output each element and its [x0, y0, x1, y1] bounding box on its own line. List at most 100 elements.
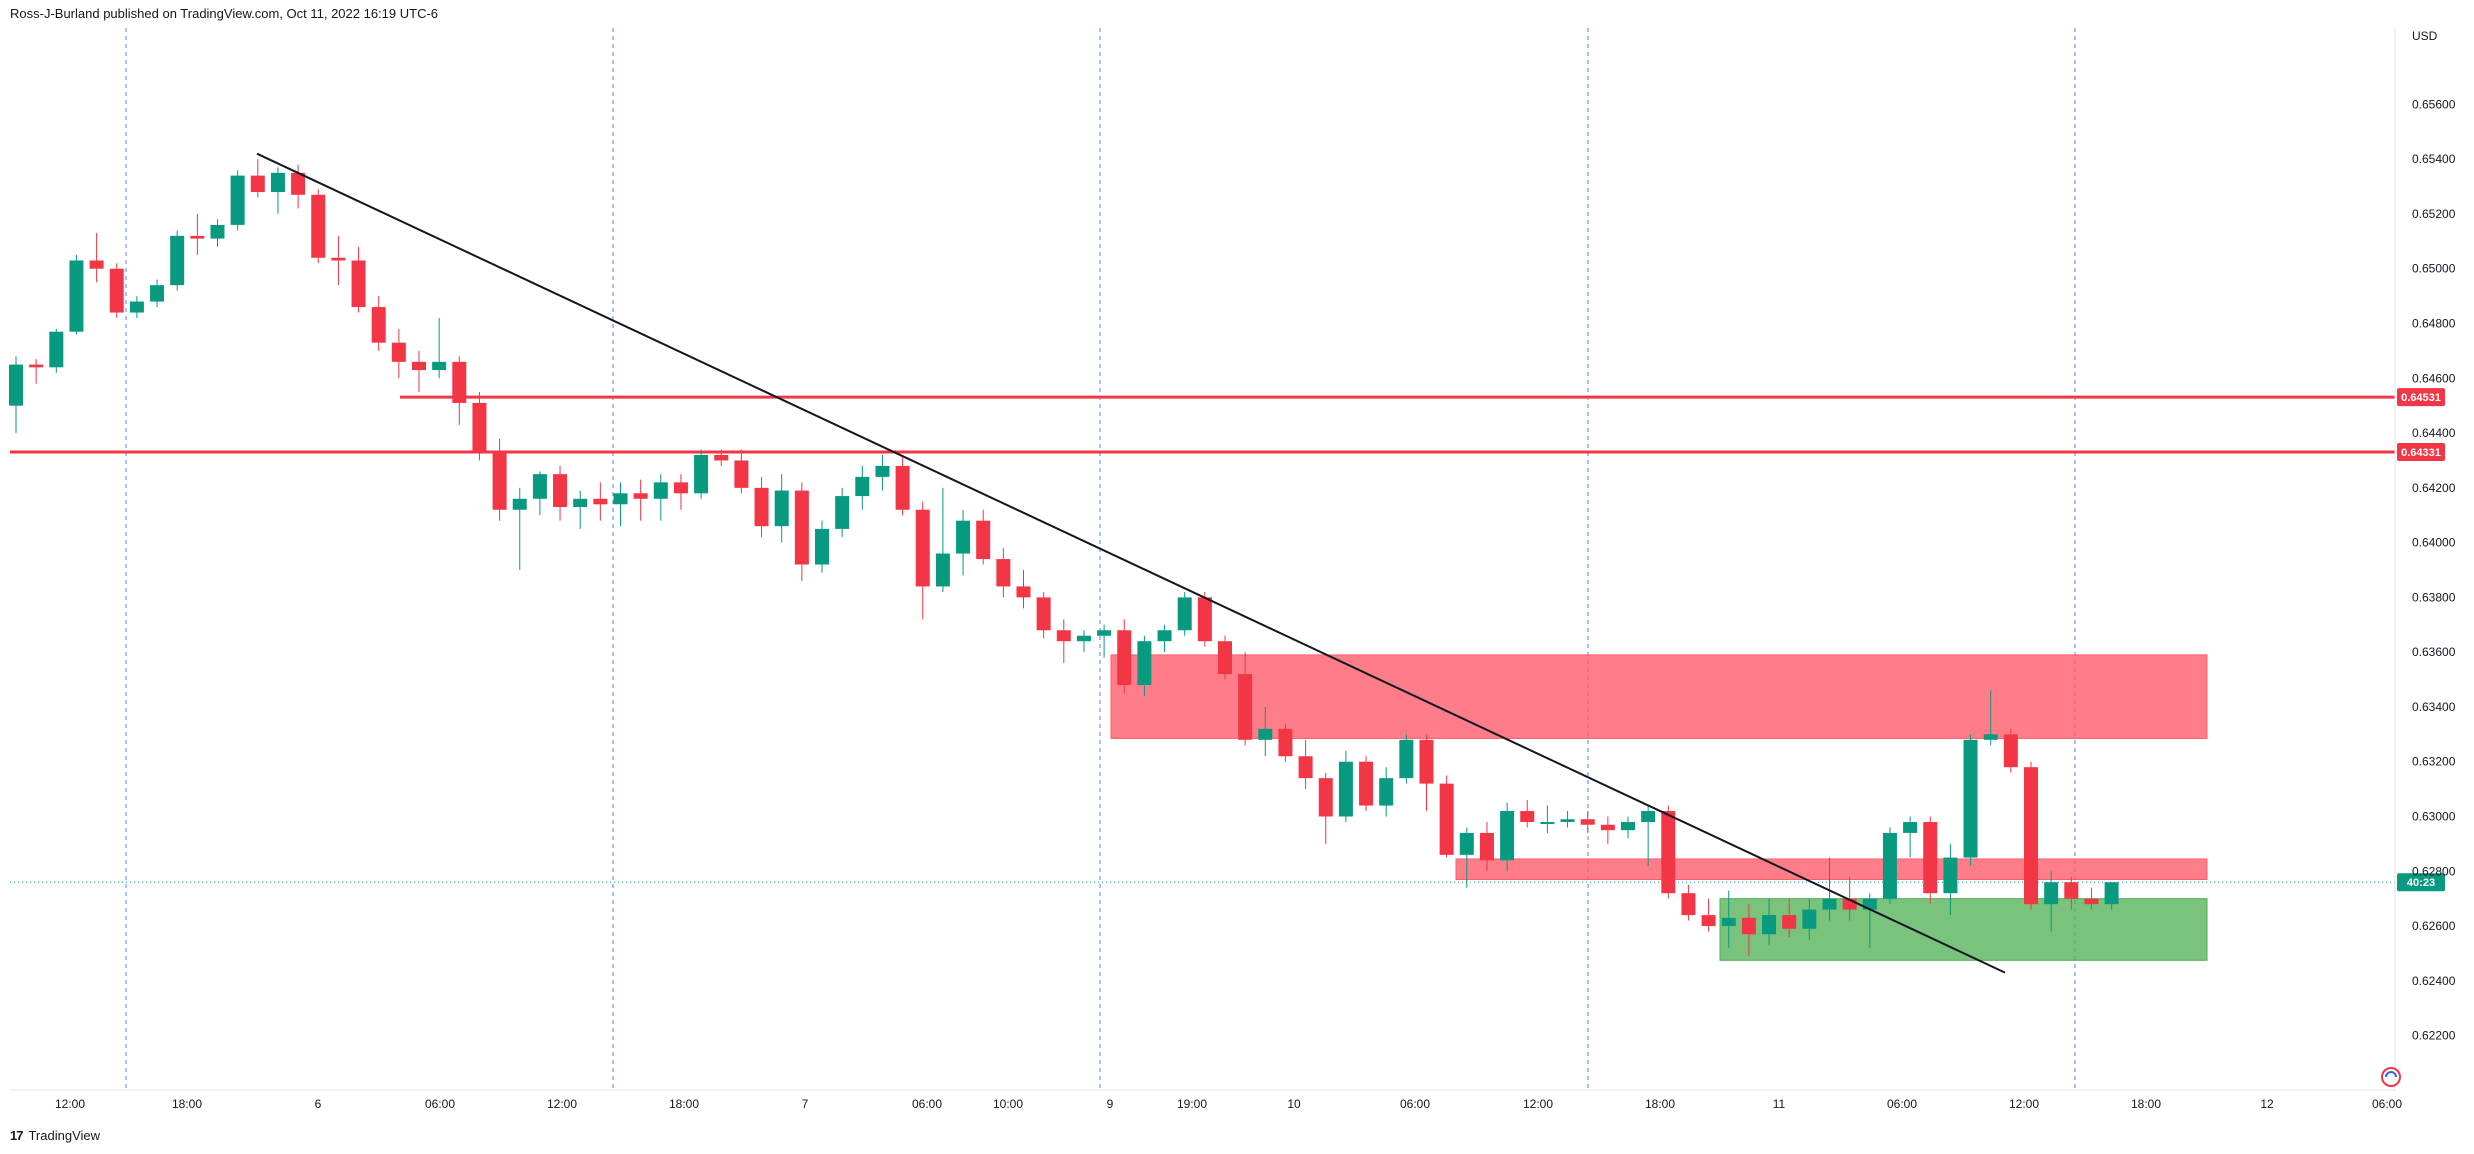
candle: [1560, 811, 1575, 828]
candle: [1641, 805, 1656, 866]
candle: [1882, 827, 1897, 905]
current-price-countdown: 40:23: [2407, 877, 2435, 889]
x-tick-label: 06:00: [1887, 1097, 1917, 1111]
x-tick-label: 06:00: [912, 1097, 942, 1111]
supply-zone: [1110, 654, 2208, 739]
candle: [1359, 756, 1374, 812]
candle: [1157, 624, 1172, 653]
candle-body: [1701, 915, 1716, 927]
candle-body: [371, 307, 386, 343]
resistance-zone: [1455, 858, 2208, 880]
candle-body: [291, 172, 306, 195]
x-tick-label: 12:00: [2009, 1097, 2039, 1111]
candle: [895, 454, 910, 516]
candle: [1701, 898, 1716, 932]
candle-body: [1983, 734, 1998, 740]
candle-body: [2003, 734, 2018, 768]
horizontal-levels[interactable]: [10, 395, 2395, 883]
x-tick-label: 19:00: [1177, 1097, 1207, 1111]
candle-body: [29, 364, 44, 368]
candle: [1943, 843, 1958, 916]
candle: [1177, 591, 1192, 636]
candle-body: [532, 474, 547, 499]
candle-body: [915, 509, 930, 587]
candles: [9, 159, 2119, 957]
candle: [2024, 761, 2038, 910]
candle-body: [1278, 728, 1293, 757]
candle-body: [613, 493, 628, 505]
y-tick-label: 0.65200: [2412, 207, 2456, 221]
candle-body: [1540, 821, 1555, 824]
candle-body: [855, 476, 870, 497]
trendline[interactable]: [256, 152, 2006, 974]
candle: [432, 318, 447, 379]
candle-body: [633, 493, 648, 499]
candle-body: [452, 361, 467, 403]
chart-settings-icon[interactable]: [2381, 1067, 2401, 1087]
candle: [774, 474, 789, 543]
session-lines: [125, 28, 2076, 1090]
candle-body: [1782, 915, 1797, 929]
candle-body: [351, 260, 366, 308]
candle: [1338, 750, 1353, 822]
candle: [1681, 884, 1696, 921]
candle: [976, 509, 991, 565]
candle-body: [1197, 597, 1212, 642]
candle-body: [69, 260, 84, 332]
candle: [1983, 690, 1998, 746]
tradingview-logo[interactable]: 17 TradingView: [10, 1128, 100, 1143]
candle-body: [492, 452, 507, 510]
candle: [270, 167, 285, 214]
candle-body: [1721, 917, 1736, 927]
zones: [1110, 654, 2208, 961]
candle-body: [673, 482, 688, 494]
candle-body: [2024, 767, 2038, 905]
y-tick-label: 0.63800: [2412, 590, 2456, 604]
candle-body: [1177, 597, 1192, 631]
candle-body: [815, 528, 829, 565]
candle-body: [1157, 630, 1172, 642]
candle: [694, 449, 709, 499]
candle: [1419, 734, 1434, 812]
candle-body: [170, 235, 185, 286]
candle: [1439, 775, 1454, 858]
candle-body: [1258, 728, 1273, 740]
candle-body: [1762, 915, 1777, 935]
candle: [230, 170, 245, 231]
y-tick-label: 0.62200: [2412, 1029, 2456, 1043]
candle-body: [1419, 739, 1434, 784]
y-tick-label: 0.63600: [2412, 645, 2456, 659]
x-tick-label: 06:00: [1400, 1097, 1430, 1111]
candle-body: [391, 342, 406, 362]
x-tick-label: 12:00: [547, 1097, 577, 1111]
candle: [492, 438, 507, 521]
y-tick-label: 0.63400: [2412, 700, 2456, 714]
candle: [1822, 857, 1837, 921]
candle-body: [774, 490, 789, 527]
candle-body: [1822, 898, 1837, 910]
y-tick-label: 0.64400: [2412, 426, 2456, 440]
candle: [150, 279, 165, 308]
publish-caption: Ross-J-Burland published on TradingView.…: [10, 6, 439, 21]
candle-body: [1016, 586, 1031, 598]
candle: [1842, 876, 1857, 921]
candle: [1782, 898, 1797, 938]
candle: [351, 246, 366, 313]
x-tick-label: 18:00: [1645, 1097, 1675, 1111]
candle-body: [150, 285, 165, 302]
candle: [613, 482, 628, 527]
x-tick-label: 11: [1773, 1097, 1786, 1111]
candle: [311, 189, 326, 264]
candle-body: [1641, 811, 1656, 822]
candle-body: [2104, 882, 2119, 905]
candle: [1238, 652, 1253, 746]
candle-body: [129, 301, 144, 313]
y-tick-label: 0.62400: [2412, 974, 2456, 988]
candle: [915, 501, 930, 620]
candle-body: [1379, 778, 1394, 806]
candle: [1117, 619, 1132, 694]
candle-body: [190, 235, 205, 239]
y-tick-label: 0.64600: [2412, 371, 2456, 385]
y-tick-label: 0.65400: [2412, 152, 2456, 166]
